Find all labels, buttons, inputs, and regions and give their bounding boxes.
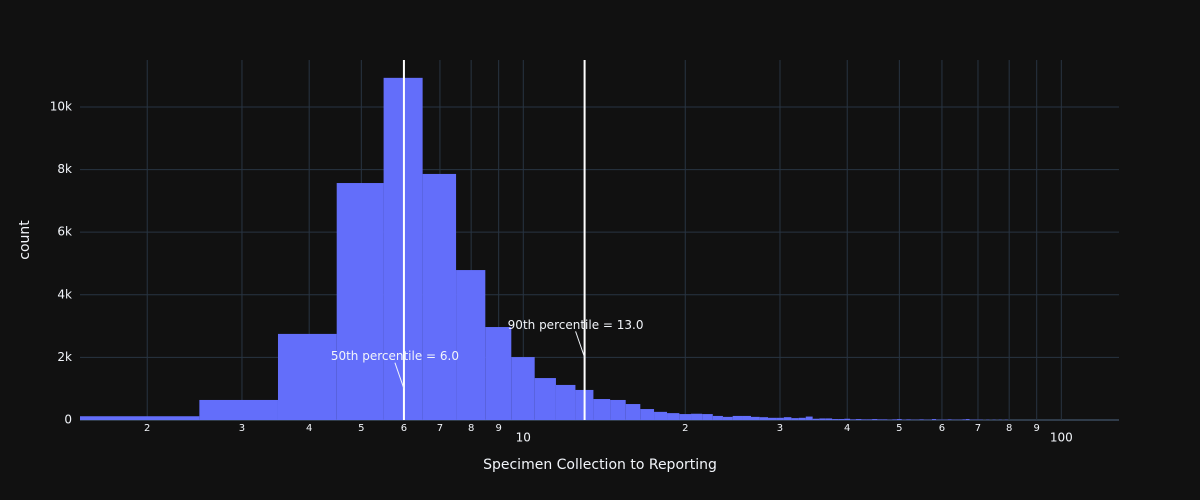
bar [534,378,556,420]
bar [947,419,952,420]
x-axis-title: Specimen Collection to Reporting [483,457,717,473]
bar [965,419,970,420]
x-tick-label: 6 [939,423,945,434]
bar [838,419,845,420]
bar [919,419,924,420]
bar [906,419,911,420]
bar [667,413,680,420]
bar [819,418,826,420]
bar [861,419,867,420]
x-tick-label: 3 [239,423,245,434]
bar [768,417,777,420]
bar [80,416,200,420]
bar [751,416,760,420]
bars [80,77,1008,420]
bar [962,419,966,420]
x-tick-label: 10 [516,431,531,445]
x-tick-label: 2 [682,423,688,434]
bar [825,418,833,420]
bar [812,418,820,420]
y-tick-label: 4k [57,287,72,301]
bar [485,327,512,420]
x-tick-label: 5 [896,423,902,434]
bar [199,399,278,420]
y-tick-label: 0 [64,413,72,427]
x-tick-label: 6 [401,423,407,434]
bar [555,384,576,420]
bar [712,415,723,420]
bar [742,415,752,420]
bar [722,416,733,420]
bar [776,417,784,420]
bar [783,417,792,420]
bar [679,414,692,420]
x-tick-label: 5 [358,423,364,434]
x-tick-label: 8 [468,423,474,434]
bar [422,173,457,420]
bar [892,419,898,420]
y-tick-label: 8k [57,162,72,176]
bar [805,416,813,420]
bar [640,409,655,420]
x-tick-label: 3 [777,423,783,434]
bar [882,419,888,420]
bar [625,404,641,420]
bar [691,413,703,420]
bar [872,419,878,420]
bar [336,183,384,420]
x-tick-label: 4 [844,423,850,434]
bar [610,399,626,420]
annotation: 50th percentile = 6.0 [331,349,459,363]
bar [866,419,873,420]
bar [877,419,883,420]
bar [654,411,668,420]
grid [80,60,1119,421]
bar [456,270,486,420]
x-tick-label: 7 [437,423,443,434]
bar [798,417,806,420]
x-tick-label: 2 [144,423,150,434]
annotation-arrow [575,331,586,358]
bar [732,415,743,420]
bar [277,333,337,420]
bar [511,357,535,420]
bar [850,419,856,420]
annotation: 90th percentile = 13.0 [508,318,644,332]
y-tick-label: 10k [50,99,72,113]
bar [897,419,902,420]
x-tick-label: 7 [975,423,981,434]
y-axis-title: count [17,220,33,260]
bar [855,419,862,420]
x-tick-label: 4 [306,423,312,434]
overlay: 0 2k 4k 6k 8k 10k 2 3 4 5 6 7 8 9 10 2 3 4 5 6 7 8 9 100 50th pe… [50,60,1073,445]
bar [593,399,611,420]
bar [759,417,769,420]
bar [932,419,937,420]
x-tick-label: 8 [1006,423,1012,434]
x-tick-label: 9 [1034,423,1040,434]
y-tick-label: 2k [57,350,72,364]
bar [844,418,851,420]
x-tick-label: 100 [1050,431,1073,445]
bar [702,414,713,420]
annotation-arrow [394,362,405,389]
y-tick-label: 6k [57,225,72,239]
bar [791,418,799,420]
x-tick-label: 9 [495,423,501,434]
bar [832,419,839,420]
